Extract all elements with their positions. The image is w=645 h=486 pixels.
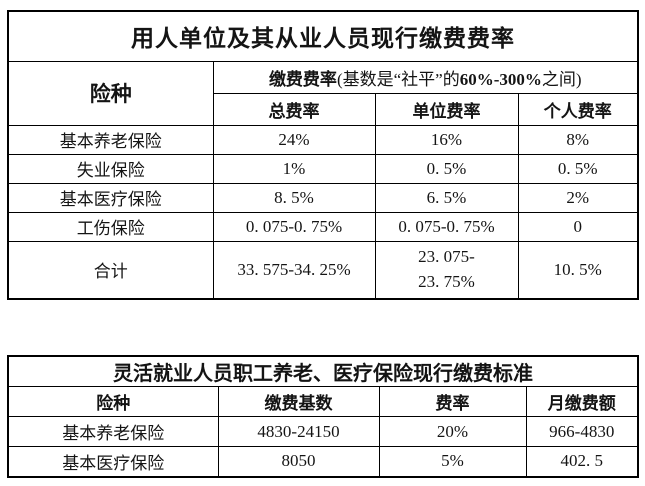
employer-contribution-rate-table: 用人单位及其从业人员现行缴费费率 险种 缴费费率(基数是“社平”的60%-300… — [7, 10, 639, 300]
row-label: 基本医疗保险 — [7, 182, 214, 213]
employer-rate-value: 0. 075-0. 75% — [374, 211, 519, 242]
table1-employer-rate-header: 单位费率 — [374, 92, 519, 126]
total-rate-value: 0. 075-0. 75% — [212, 211, 376, 242]
table-row-medical-flexible: 基本医疗保险 8050 5% 402. 5 — [7, 446, 639, 477]
table1-title: 用人单位及其从业人员现行缴费费率 — [7, 10, 639, 62]
base-value: 4830-24150 — [217, 416, 380, 447]
rate-value: 20% — [378, 416, 527, 447]
rate-group-paren: (基数是“社平”的 — [336, 69, 460, 89]
table-row-pension: 基本养老保险 24% 16% 8% — [7, 124, 639, 155]
table1-total-rate-header: 总费率 — [212, 92, 376, 126]
table1-insurance-type-header: 险种 — [7, 60, 214, 126]
table2-rate-header: 费率 — [378, 386, 527, 417]
table-row-work-injury: 工伤保险 0. 075-0. 75% 0. 075-0. 75% 0 — [7, 211, 639, 242]
table-row-unemployment: 失业保险 1% 0. 5% 0. 5% — [7, 153, 639, 184]
row-label: 工伤保险 — [7, 211, 214, 242]
row-label: 基本医疗保险 — [7, 446, 219, 477]
rate-group-range: 60%-300% — [459, 69, 542, 89]
row-label: 失业保险 — [7, 153, 214, 184]
total-rate-value: 33. 575-34. 25% — [212, 240, 376, 300]
table2-monthly-amount-header: 月缴费额 — [525, 386, 639, 417]
table1-individual-rate-header: 个人费率 — [517, 92, 639, 126]
employer-rate-value: 16% — [374, 124, 519, 155]
table-row-pension-flexible: 基本养老保险 4830-24150 20% 966-4830 — [7, 416, 639, 447]
table1-header-row-1: 险种 缴费费率(基数是“社平”的60%-300%之间) — [7, 60, 639, 126]
individual-rate-value: 2% — [517, 182, 639, 213]
table-row-medical: 基本医疗保险 8. 5% 6. 5% 2% — [7, 182, 639, 213]
row-label: 基本养老保险 — [7, 416, 219, 447]
total-rate-value: 24% — [212, 124, 376, 155]
rate-group-prefix: 缴费费率 — [268, 69, 337, 89]
individual-rate-value: 8% — [517, 124, 639, 155]
table2-header-row: 险种 缴费基数 费率 月缴费额 — [7, 386, 639, 417]
table2-title: 灵活就业人员职工养老、医疗保险现行缴费标准 — [7, 355, 639, 387]
individual-rate-value: 10. 5% — [517, 240, 639, 300]
monthly-amount-value: 402. 5 — [525, 446, 639, 477]
employer-rate-value: 0. 5% — [374, 153, 519, 184]
table1-rate-group-header: 缴费费率(基数是“社平”的60%-300%之间) — [212, 60, 639, 94]
individual-rate-value: 0. 5% — [517, 153, 639, 184]
row-label: 合计 — [7, 240, 214, 300]
monthly-amount-value: 966-4830 — [525, 416, 639, 447]
table-row-total: 合计 33. 575-34. 25% 23. 075- 23. 75% 10. … — [7, 240, 639, 300]
rate-group-suffix: 之间) — [541, 69, 582, 89]
individual-rate-value: 0 — [517, 211, 639, 242]
table2-insurance-type-header: 险种 — [7, 386, 219, 417]
table1-header-row-2: 总费率 单位费率 个人费率 — [8, 92, 639, 126]
total-rate-value: 1% — [212, 153, 376, 184]
employer-rate-value: 6. 5% — [374, 182, 519, 213]
table2-title-row: 灵活就业人员职工养老、医疗保险现行缴费标准 — [7, 355, 639, 387]
employer-rate-value: 23. 075- 23. 75% — [374, 240, 519, 300]
total-rate-value: 8. 5% — [212, 182, 376, 213]
flexible-employment-standard-table: 灵活就业人员职工养老、医疗保险现行缴费标准 险种 缴费基数 费率 月缴费额 基本… — [7, 355, 639, 478]
row-label: 基本养老保险 — [7, 124, 214, 155]
table2-base-header: 缴费基数 — [217, 386, 380, 417]
table1-title-row: 用人单位及其从业人员现行缴费费率 — [7, 10, 639, 62]
rate-value: 5% — [378, 446, 527, 477]
base-value: 8050 — [217, 446, 380, 477]
